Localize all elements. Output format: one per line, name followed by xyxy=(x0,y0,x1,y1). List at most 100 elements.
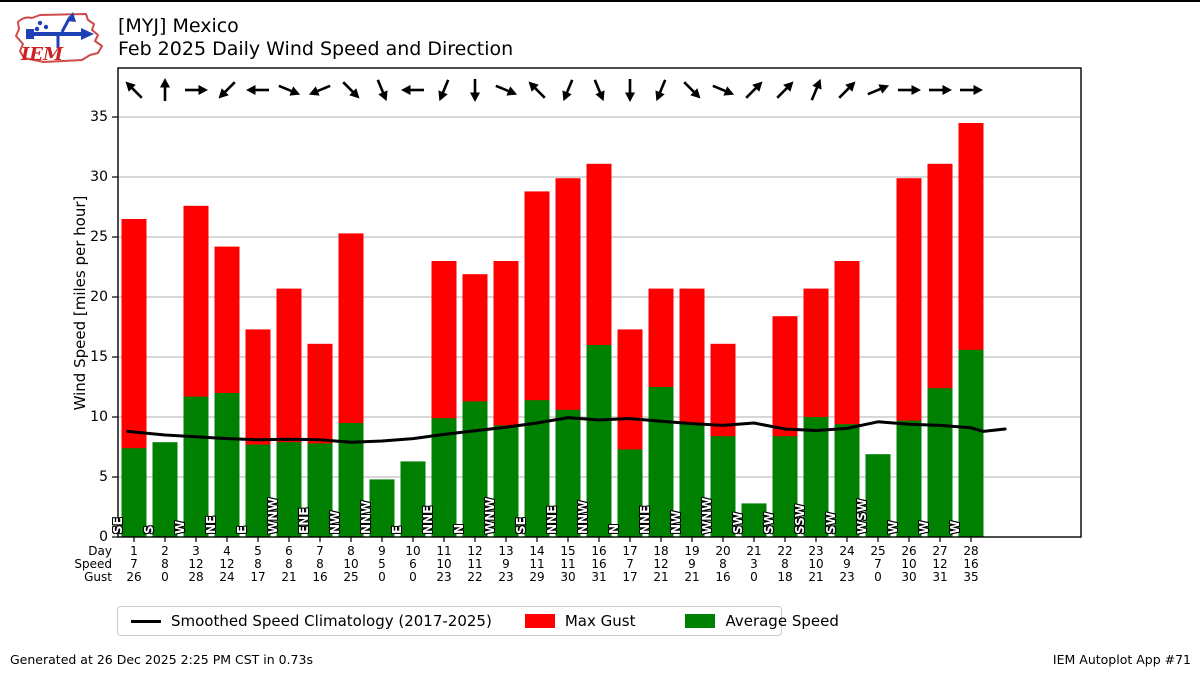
direction-label: NNW xyxy=(576,500,590,534)
table-cell-day: 2 xyxy=(161,544,169,558)
y-tick-label: 20 xyxy=(90,289,108,305)
direction-label: ENE xyxy=(297,507,311,534)
avg-speed-bar xyxy=(183,396,209,537)
table-cell-speed: 16 xyxy=(963,557,979,571)
avg-speed-bar xyxy=(772,436,798,537)
table-cell-day: 21 xyxy=(746,544,762,558)
wind-arrow-icon xyxy=(125,81,143,99)
table-cell-gust: 21 xyxy=(281,570,297,584)
table-cell-day: 24 xyxy=(839,544,855,558)
avg-speed-bar xyxy=(276,442,302,537)
average-speed-swatch xyxy=(685,614,716,628)
table-cell-gust: 35 xyxy=(963,570,979,584)
table-cell-speed: 3 xyxy=(750,557,758,571)
table-cell-gust: 28 xyxy=(188,570,204,584)
avg-speed-bar xyxy=(617,449,643,537)
avg-speed-bar xyxy=(803,417,829,537)
y-tick-label: 25 xyxy=(90,229,108,245)
direction-label: WNW xyxy=(266,497,280,534)
table-cell-day: 14 xyxy=(529,544,545,558)
table-cell-day: 6 xyxy=(285,544,293,558)
table-cell-gust: 31 xyxy=(591,570,607,584)
y-tick-label: 15 xyxy=(90,349,108,365)
table-cell-speed: 9 xyxy=(843,557,851,571)
table-cell-gust: 23 xyxy=(839,570,855,584)
table-cell-day: 1 xyxy=(130,544,138,558)
wind-arrow-icon xyxy=(562,79,574,102)
table-cell-day: 11 xyxy=(436,544,452,558)
table-cell-gust: 17 xyxy=(250,570,266,584)
y-axis-label: Wind Speed [miles per hour] xyxy=(71,195,89,411)
avg-speed-bar xyxy=(834,424,860,537)
wind-arrow-icon xyxy=(470,79,480,102)
table-cell-speed: 9 xyxy=(688,557,696,571)
avg-speed-bar xyxy=(586,345,612,537)
avg-speed-bar xyxy=(555,409,581,537)
table-cell-speed: 9 xyxy=(502,557,510,571)
avg-speed-bar xyxy=(462,401,488,537)
legend-label-max-gust: Max Gust xyxy=(564,612,636,630)
table-cell-speed: 11 xyxy=(560,557,576,571)
table-cell-gust: 0 xyxy=(161,570,169,584)
direction-label: NW xyxy=(328,510,342,534)
avg-speed-bar xyxy=(710,436,736,537)
table-row-label: Speed xyxy=(74,557,112,571)
table-cell-gust: 16 xyxy=(312,570,328,584)
chart-subtitle: Feb 2025 Daily Wind Speed and Direction xyxy=(118,38,514,60)
avg-speed-bar xyxy=(307,443,333,537)
station-title: [MYJ] Mexico xyxy=(118,15,239,37)
direction-label: NNE xyxy=(638,505,652,534)
table-cell-gust: 30 xyxy=(560,570,576,584)
direction-label: W xyxy=(948,520,962,534)
table-cell-day: 22 xyxy=(777,544,793,558)
wind-arrow-icon xyxy=(810,78,822,101)
table-cell-day: 9 xyxy=(378,544,386,558)
table-cell-speed: 12 xyxy=(219,557,235,571)
direction-label: WNW xyxy=(483,497,497,534)
table-cell-gust: 0 xyxy=(750,570,758,584)
table-cell-gust: 22 xyxy=(467,570,483,584)
avg-speed-bar xyxy=(152,442,178,537)
table-cell-gust: 0 xyxy=(409,570,417,584)
avg-speed-bar xyxy=(245,444,271,537)
table-cell-day: 5 xyxy=(254,544,262,558)
table-cell-day: 7 xyxy=(316,544,324,558)
direction-label: E xyxy=(235,525,249,534)
direction-label: WSW xyxy=(855,498,869,534)
direction-label: WNW xyxy=(700,497,714,534)
table-cell-day: 10 xyxy=(405,544,421,558)
table-row-label: Day xyxy=(88,544,112,558)
wind-arrow-icon xyxy=(593,79,605,102)
table-cell-day: 8 xyxy=(347,544,355,558)
y-tick-label: 35 xyxy=(90,109,108,125)
legend-label-climatology: Smoothed Speed Climatology (2017-2025) xyxy=(171,612,492,630)
app-credit: IEM Autoplot App #71 xyxy=(1052,652,1191,667)
table-cell-gust: 24 xyxy=(219,570,235,584)
direction-label: NE xyxy=(204,515,218,534)
table-cell-speed: 8 xyxy=(316,557,324,571)
avg-speed-bar xyxy=(896,420,922,537)
wind-arrow-icon xyxy=(745,81,763,99)
y-tick-label: 0 xyxy=(99,529,108,545)
table-cell-gust: 17 xyxy=(622,570,638,584)
direction-label: W xyxy=(886,520,900,534)
table-cell-speed: 5 xyxy=(378,557,386,571)
table-cell-day: 12 xyxy=(467,544,483,558)
wind-arrow-icon xyxy=(867,84,890,96)
direction-label: NNW xyxy=(359,500,373,534)
climatology-line xyxy=(126,416,1007,444)
wind-arrow-icon xyxy=(838,81,856,99)
climatology-line-swatch xyxy=(131,619,161,623)
avg-speed-bar xyxy=(493,425,519,537)
table-cell-speed: 10 xyxy=(343,557,359,571)
wind-arrow-icon xyxy=(495,84,518,96)
table-cell-day: 18 xyxy=(653,544,669,558)
wind-arrow-icon xyxy=(929,85,952,95)
wind-arrow-icon xyxy=(528,81,546,99)
wind-vane-icon xyxy=(26,12,94,48)
table-row-label: Gust xyxy=(84,570,112,584)
table-cell-day: 3 xyxy=(192,544,200,558)
table-cell-gust: 30 xyxy=(901,570,917,584)
table-cell-day: 17 xyxy=(622,544,638,558)
